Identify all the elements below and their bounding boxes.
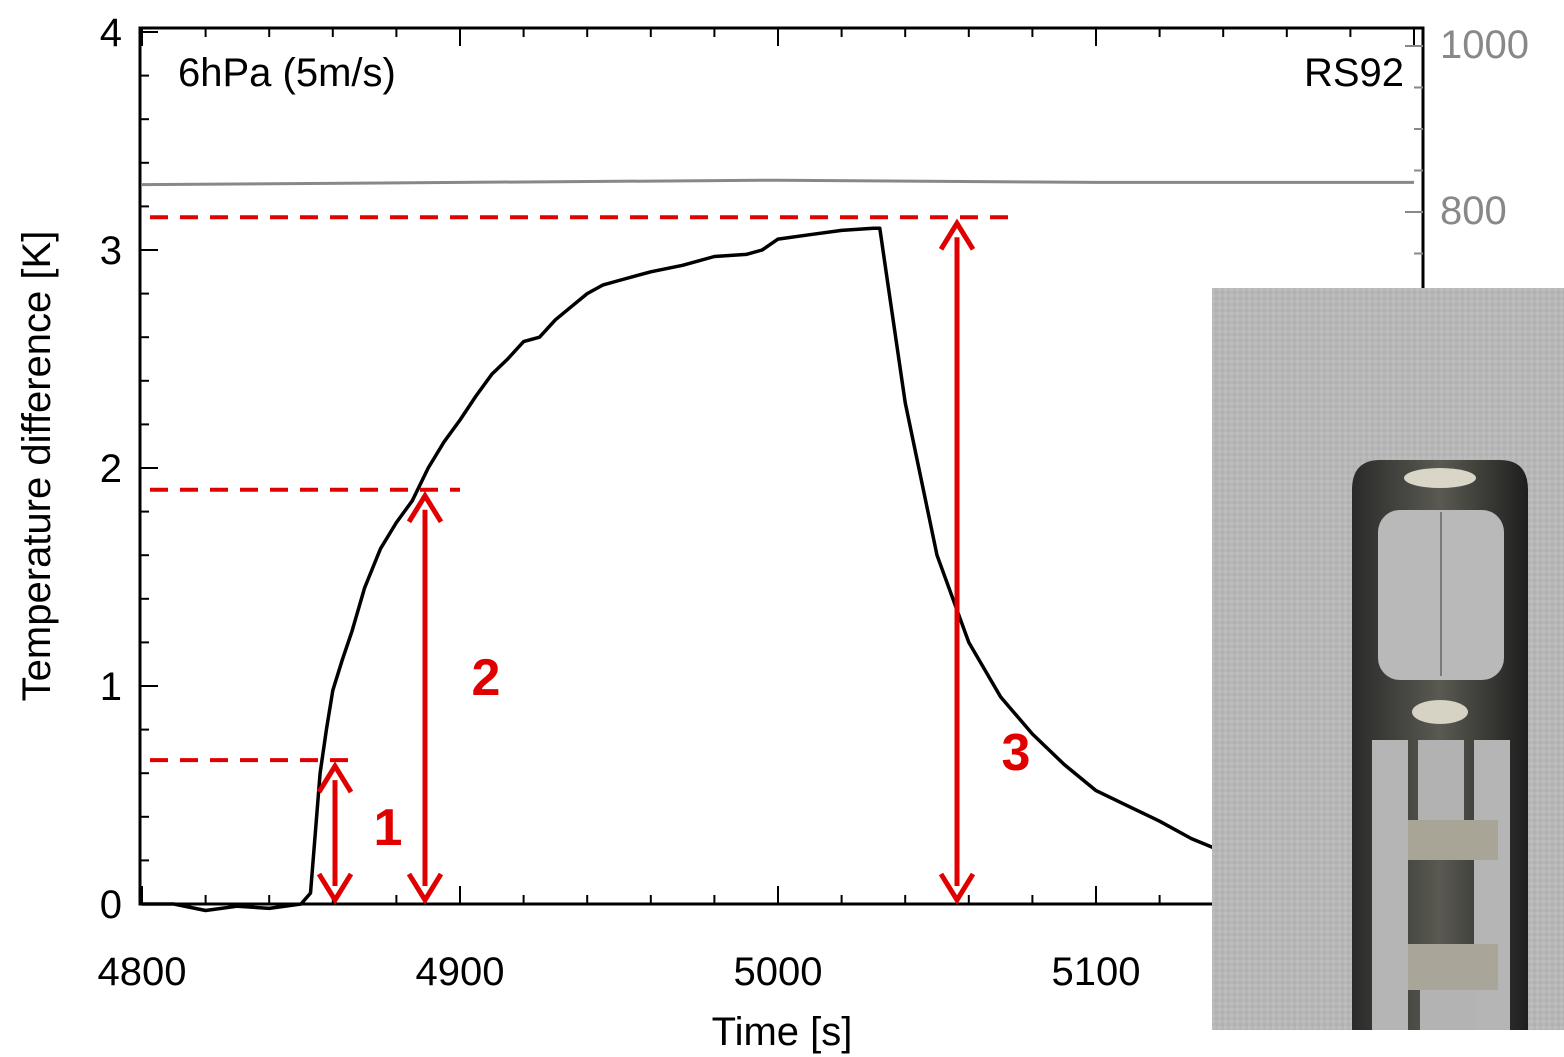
x-tick-label: 4900 <box>416 950 505 994</box>
condition-label: 6hPa (5m/s) <box>178 51 396 95</box>
y-tick-label: 4 <box>100 11 122 55</box>
y-tick-label: 1 <box>100 665 122 709</box>
x-tick-label: 5000 <box>734 950 823 994</box>
x-axis-label: Time [s] <box>712 1010 853 1054</box>
marker-label-3: 3 <box>1002 724 1031 782</box>
double-arrow-3 <box>938 218 976 905</box>
tick-labels: 0 1 2 3 4 4800 4900 5000 5100 1000 800 <box>98 11 1529 994</box>
y-axis-label: Temperature difference [K] <box>15 231 59 702</box>
x-tick-label: 4800 <box>98 950 187 994</box>
marker-label-1: 1 <box>374 799 403 857</box>
y2-tick-label: 1000 <box>1440 23 1529 67</box>
y-tick-label: 0 <box>100 883 122 927</box>
y-tick-label: 3 <box>100 229 122 273</box>
series-line-1 <box>142 226 1224 913</box>
series-line-2 <box>141 178 1414 187</box>
x-tick-label: 5100 <box>1052 950 1141 994</box>
double-arrow-2 <box>406 491 444 905</box>
chart-marks <box>140 178 1423 913</box>
double-arrow-1 <box>316 761 354 905</box>
sensor-label: RS92 <box>1304 51 1404 95</box>
y2-tick-label: 800 <box>1440 189 1507 233</box>
sensor-photo-icon <box>1212 288 1564 1030</box>
y-tick-label: 2 <box>100 447 122 491</box>
axis-ticks <box>140 28 1423 905</box>
marker-label-2: 2 <box>472 649 501 707</box>
